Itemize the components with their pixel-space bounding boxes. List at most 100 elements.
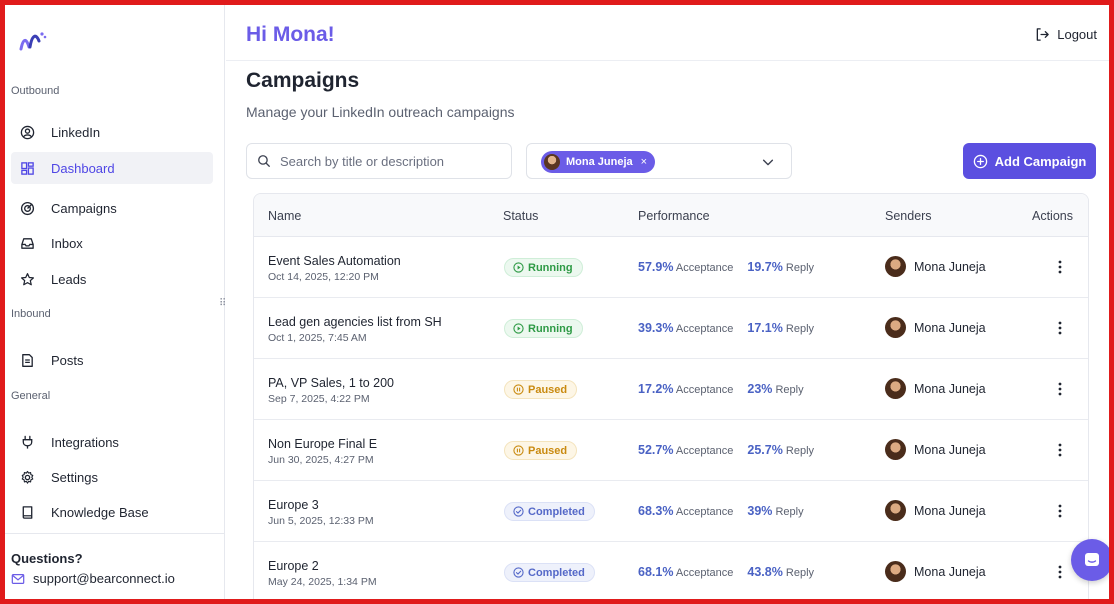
acceptance-rate: 17.2% [638,382,674,396]
support-email-link[interactable]: support@bearconnect.io [11,571,175,586]
sidebar-divider [5,533,224,534]
row-actions-menu-button[interactable] [1052,440,1068,460]
chevron-down-icon[interactable] [761,155,775,169]
sidebar-item-dashboard[interactable]: Dashboard [11,152,213,184]
section-label-inbound: Inbound [11,308,51,320]
table-row[interactable]: Europe 2 May 24, 2025, 1:34 PM Completed 68… [254,542,1088,603]
sidebar-item-campaigns[interactable]: Campaigns [11,192,213,224]
campaign-name[interactable]: Event Sales Automation [268,254,401,268]
column-header-senders[interactable]: Senders [885,209,932,223]
logout-icon [1036,28,1050,41]
sidebar-item-inbox[interactable]: Inbox [11,227,213,259]
column-header-status[interactable]: Status [503,209,539,223]
avatar [885,500,906,521]
row-actions-menu-button[interactable] [1052,501,1068,521]
sidebar-resize-handle[interactable]: ⠿ [219,298,226,309]
sender-name: Mona Juneja [914,503,986,518]
mail-icon [11,573,25,584]
acceptance-rate: 68.1% [638,565,674,579]
questions-heading: Questions? [11,551,83,566]
campaign-date: Sep 7, 2025, 4:22 PM [268,393,370,405]
row-actions-menu-button[interactable] [1052,562,1068,582]
campaign-name[interactable]: Lead gen agencies list from SH [268,315,442,329]
column-header-name[interactable]: Name [268,209,302,223]
chip-remove-button[interactable]: × [640,156,648,168]
reply-rate: 25.7% [747,443,783,457]
row-actions-menu-button[interactable] [1052,318,1068,338]
campaign-name[interactable]: Europe 3 [268,498,319,512]
reply-label: Reply [785,567,815,579]
status-label: Running [528,261,573,274]
table-row[interactable]: Lead gen agencies list from SH Oct 1, 202… [254,298,1088,359]
more-vertical-icon [1058,382,1062,396]
reply-label: Reply [785,262,815,274]
running-status-icon [513,262,528,273]
add-campaign-label: Add Campaign [994,153,1087,169]
sidebar-item-label: Inbox [51,235,83,251]
sender-chip: Mona Juneja × [541,151,656,173]
more-vertical-icon [1058,565,1062,579]
column-header-performance[interactable]: Performance [638,209,710,223]
sender-chip-label: Mona Juneja [566,156,633,168]
reply-label: Reply [785,323,815,335]
sidebar-item-label: Leads [51,271,87,287]
sidebar-item-settings[interactable]: Settings [11,461,213,493]
sidebar-item-leads[interactable]: Leads [11,263,213,295]
more-vertical-icon [1058,260,1062,274]
sidebar-item-posts[interactable]: Posts [11,344,213,376]
sidebar-item-label: Campaigns [51,200,117,216]
sidebar-item-label: Settings [51,469,98,485]
sender-filter-select[interactable]: Mona Juneja × [526,143,792,179]
completed-status-icon [513,506,528,517]
table-row[interactable]: PA, VP Sales, 1 to 200 Sep 7, 2025, 4:22 … [254,359,1088,420]
campaign-name[interactable]: Non Europe Final E [268,437,378,451]
sidebar: Outbound LinkedIn Dashboard Campaigns In… [5,5,225,599]
search-icon [258,155,270,167]
acceptance-label: Acceptance [675,262,734,274]
acceptance-rate: 68.3% [638,504,674,518]
status-badge: Paused [504,380,578,399]
reply-rate: 23% [747,382,773,396]
page-subtitle: Manage your LinkedIn outreach campaigns [246,104,515,120]
status-label: Paused [528,444,568,457]
app-logo[interactable] [17,27,53,55]
reply-label: Reply [785,445,815,457]
sidebar-item-integrations[interactable]: Integrations [11,426,213,458]
sender-name: Mona Juneja [914,259,986,274]
search-input[interactable] [280,153,500,169]
sender-cell: Mona Juneja [885,256,986,277]
avatar [885,317,906,338]
reply-rate: 39% [747,504,773,518]
reply-label: Reply [775,384,804,396]
table-row[interactable]: Europe 3 Jun 5, 2025, 12:33 PM Completed 68… [254,481,1088,542]
search-field[interactable] [246,143,512,179]
row-actions-menu-button[interactable] [1052,379,1068,399]
sidebar-item-linkedin[interactable]: LinkedIn [11,116,213,148]
row-actions-menu-button[interactable] [1052,257,1068,277]
sidebar-item-label: LinkedIn [51,124,101,140]
greeting-title: Hi Mona! [246,23,335,46]
plus-circle-icon [973,154,987,168]
sidebar-item-knowledge-base[interactable]: Knowledge Base [11,496,213,528]
performance-stats: 39.3% Acceptance 17.1% Reply [638,321,814,335]
sidebar-item-label: Knowledge Base [51,504,149,520]
campaign-name[interactable]: PA, VP Sales, 1 to 200 [268,376,395,390]
column-header-actions: Actions [1032,209,1073,223]
chat-widget-button[interactable] [1071,539,1113,581]
campaign-name[interactable]: Europe 2 [268,559,319,573]
acceptance-rate: 39.3% [638,321,674,335]
sender-name: Mona Juneja [914,320,986,335]
more-vertical-icon [1058,321,1062,335]
campaign-date: May 24, 2025, 1:34 PM [268,576,377,588]
add-campaign-button[interactable]: Add Campaign [963,143,1096,179]
table-row[interactable]: Event Sales Automation Oct 14, 2025, 12:2… [254,237,1088,298]
table-row[interactable]: Non Europe Final E Jun 30, 2025, 4:27 PM P… [254,420,1088,481]
logout-button[interactable]: Logout [1035,27,1097,42]
status-badge: Paused [504,441,578,460]
performance-stats: 17.2% Acceptance 23% Reply [638,382,804,396]
reply-rate: 19.7% [747,260,783,274]
campaign-date: Oct 1, 2025, 7:45 AM [268,332,367,344]
plug-icon [19,434,35,450]
sidebar-item-label: Posts [51,352,84,368]
more-vertical-icon [1058,504,1062,518]
